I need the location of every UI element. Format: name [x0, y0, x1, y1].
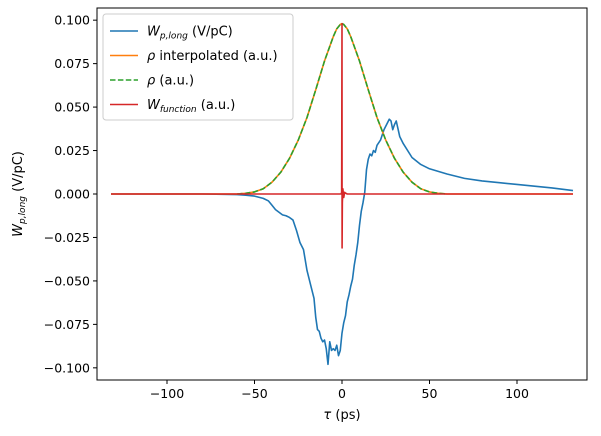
y-axis: 0.100 0.075 0.050 0.025 0.000 −0.025 −0.050 −0.…	[44, 13, 97, 375]
x-axis-label: τ (ps)	[323, 408, 360, 423]
y-axis-label-symbol: W	[11, 223, 26, 237]
x-tick-label: 0	[338, 386, 346, 401]
x-axis: −100 −50 0 50 100	[150, 380, 529, 401]
y-tick-label: −0.025	[44, 230, 90, 245]
x-axis-label-symbol: τ	[323, 408, 331, 423]
x-tick-label: 100	[505, 386, 529, 401]
y-tick-label: −0.050	[44, 273, 90, 288]
y-tick-label: 0.075	[54, 56, 90, 71]
series-layer	[111, 22, 574, 366]
x-tick-label: 50	[422, 386, 438, 401]
legend: Wp,long (V/pC) ρ interpolated (a.u.) ρ (a.…	[102, 13, 294, 121]
legend-frame	[102, 13, 294, 121]
legend-label-1: Wp,long (V/pC)	[147, 25, 233, 42]
y-axis-label: Wp,long (V/pC)	[11, 151, 28, 237]
y-tick-label: −0.100	[44, 360, 90, 375]
series-line-3	[236, 22, 448, 195]
x-axis-label-unit: (ps)	[331, 408, 360, 423]
y-tick-label: 0.050	[54, 100, 90, 115]
x-tick-label: −100	[150, 386, 184, 401]
y-axis-label-unit: (V/pC)	[11, 151, 26, 196]
series-line-1	[111, 118, 574, 366]
legend-label-3: ρ (a.u.)	[147, 74, 194, 89]
y-tick-label: −0.075	[44, 317, 90, 332]
series-line-4	[111, 22, 573, 249]
y-tick-label: 0.100	[54, 13, 90, 28]
y-tick-label: 0.025	[54, 143, 90, 158]
y-axis-label-subscript: p,long	[18, 196, 28, 225]
legend-label-2: ρ interpolated (a.u.)	[147, 49, 278, 64]
y-tick-label: 0.000	[54, 187, 90, 202]
x-tick-label: −50	[241, 386, 267, 401]
legend-label-4: Wfunction (a.u.)	[147, 98, 235, 115]
